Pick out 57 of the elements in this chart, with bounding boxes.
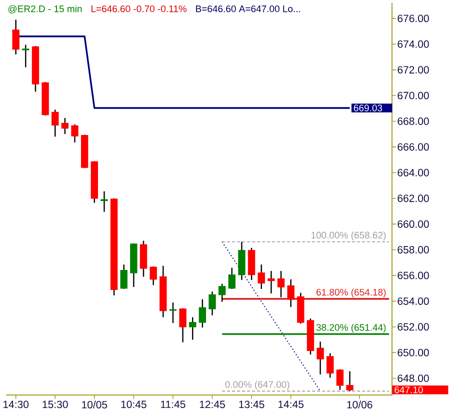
y-tick-label: 676.00 <box>398 14 429 22</box>
candlestick <box>277 270 285 298</box>
y-tick-label: 656.00 <box>398 272 429 280</box>
candlestick <box>169 302 177 324</box>
y-tick-label: 660.00 <box>398 220 429 228</box>
candlestick <box>22 44 30 68</box>
x-tick-label: 10:45 <box>121 400 146 408</box>
candlestick <box>61 117 69 135</box>
candlestick <box>316 341 324 376</box>
candlestick <box>71 124 78 144</box>
annotation: B=646.60 A=647.00 Lo... <box>196 5 300 12</box>
y-tick-label: 654.00 <box>398 297 429 305</box>
candlestick <box>189 316 196 340</box>
candlestick <box>268 270 275 294</box>
y-tick-label: 668.00 <box>398 118 429 125</box>
y-tick-label: 662.00 <box>398 194 429 202</box>
x-tick-label: 15:30 <box>42 400 68 408</box>
chart-title: @ER2.D - 15 min <box>8 5 82 14</box>
candlestick <box>140 240 148 278</box>
candlestick <box>150 266 157 286</box>
y-tick-label: 650.00 <box>398 348 429 356</box>
text: 647.10 <box>394 386 423 394</box>
candlestick <box>208 290 216 316</box>
chart-subtitle: L=646.60 -0.70 -0.11% <box>91 5 187 12</box>
candlestick <box>258 264 265 290</box>
y-tick-label: 658.00 <box>398 246 429 254</box>
y-tick-label: 674.00 <box>398 40 429 48</box>
candlestick <box>218 283 226 302</box>
candlestick <box>120 264 128 290</box>
y-tick-label: 648.00 <box>398 374 429 382</box>
x-tick-label: 13:45 <box>239 400 264 408</box>
candlestick <box>228 267 236 290</box>
y-tick-label: 666.00 <box>398 143 429 151</box>
series-label: 61.80% (654.18) <box>316 288 386 298</box>
x-tick-label: 10/06 <box>347 400 372 408</box>
x-tick-label: 12:45 <box>200 400 225 408</box>
candlestick <box>12 19 20 55</box>
series-label: 100.00% (658.62) <box>311 232 386 240</box>
series-label: 38.20% (651.44) <box>316 324 386 333</box>
x-tick-label: 14:30 <box>3 400 29 408</box>
candlestick <box>287 278 294 308</box>
series-label: 0.00% (647.00) <box>225 380 290 390</box>
candlestick <box>100 190 108 212</box>
y-tick-label: 670.00 <box>398 92 429 100</box>
y-tick-label: 664.00 <box>398 168 429 176</box>
candlestick <box>198 298 206 328</box>
candlestick <box>179 308 186 343</box>
x-tick-label: 14:45 <box>278 400 304 408</box>
candlestick <box>336 368 344 390</box>
x-tick-label: 11:45 <box>161 400 186 408</box>
y-tick-label: 652.00 <box>398 323 429 331</box>
x-tick-label: 10/05 <box>82 400 108 408</box>
candlestick <box>326 352 334 378</box>
candlestick <box>346 370 354 392</box>
data-label: 669.03 <box>354 104 382 112</box>
y-tick-label: 672.00 <box>398 66 429 74</box>
candlestick <box>52 109 59 138</box>
